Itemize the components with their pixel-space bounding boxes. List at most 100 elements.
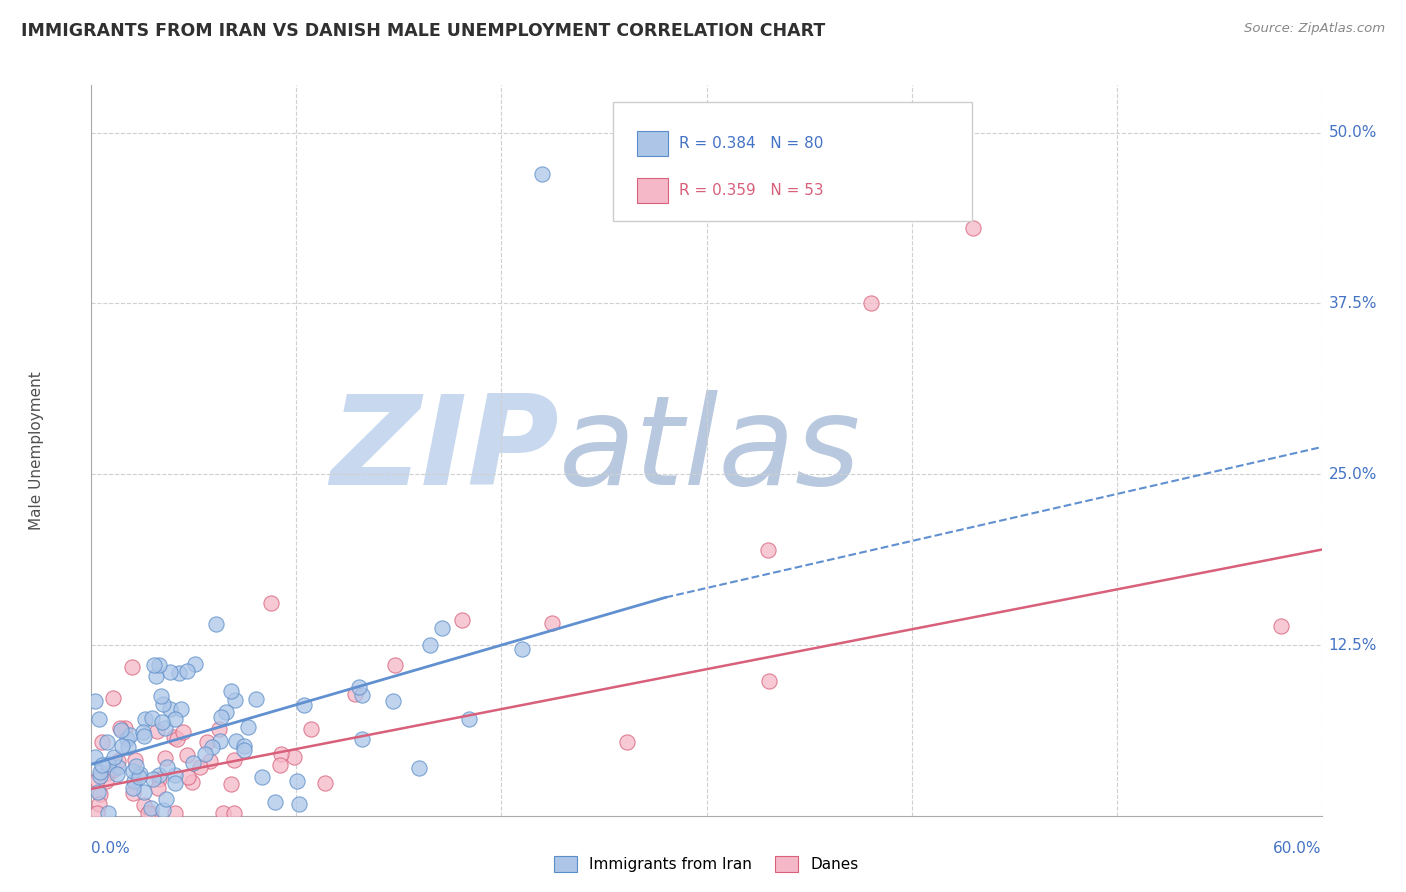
Point — [91, 758, 114, 772]
Point — [222, 806, 245, 821]
Point — [758, 673, 780, 688]
Point — [110, 723, 132, 738]
Point — [195, 735, 218, 749]
Point — [89, 769, 111, 783]
Point — [141, 711, 163, 725]
Point — [96, 735, 118, 749]
Point — [134, 712, 156, 726]
Point — [458, 712, 481, 726]
Point — [418, 639, 440, 653]
Text: atlas: atlas — [558, 390, 860, 511]
Point — [84, 750, 107, 764]
Point — [283, 750, 305, 764]
Text: 60.0%: 60.0% — [1274, 841, 1322, 856]
Point — [352, 731, 374, 746]
Point — [859, 296, 882, 310]
Legend: Immigrants from Iran, Danes: Immigrants from Iran, Danes — [548, 850, 865, 878]
Point — [184, 657, 207, 672]
Point — [176, 747, 198, 762]
Point — [122, 764, 145, 778]
Point — [91, 734, 114, 748]
Point — [260, 596, 283, 610]
Point — [224, 693, 246, 707]
Point — [89, 765, 111, 780]
Point — [190, 759, 212, 773]
Point — [96, 756, 118, 771]
Point — [233, 743, 256, 757]
Point — [101, 690, 124, 705]
Point — [264, 795, 287, 809]
Point — [219, 684, 242, 698]
Point — [756, 542, 779, 557]
Point — [163, 805, 186, 820]
Point — [108, 721, 131, 735]
Point — [236, 720, 259, 734]
Point — [146, 723, 169, 738]
Point — [86, 772, 108, 787]
Point — [245, 691, 267, 706]
Point — [285, 773, 308, 788]
Point — [136, 806, 159, 821]
Text: 50.0%: 50.0% — [1329, 125, 1376, 140]
Point — [153, 721, 176, 735]
Point — [118, 727, 141, 741]
Point — [103, 763, 125, 777]
Point — [87, 797, 110, 812]
Point — [408, 761, 430, 775]
Point — [172, 725, 194, 739]
Text: 37.5%: 37.5% — [1329, 296, 1376, 311]
Point — [170, 702, 193, 716]
Text: 25.0%: 25.0% — [1329, 467, 1376, 482]
Point — [451, 613, 474, 627]
Point — [181, 756, 204, 771]
Point — [314, 776, 336, 790]
Point — [222, 753, 245, 767]
Point — [86, 785, 108, 799]
Point — [288, 797, 311, 812]
Point — [347, 680, 370, 694]
Point — [132, 730, 155, 744]
Point — [128, 770, 150, 784]
Point — [96, 765, 118, 780]
Point — [114, 722, 136, 736]
Point — [148, 768, 170, 782]
Point — [121, 660, 143, 674]
Text: R = 0.359   N = 53: R = 0.359 N = 53 — [679, 183, 824, 198]
Point — [250, 770, 273, 784]
Point — [141, 801, 163, 815]
Point — [105, 767, 128, 781]
Point — [124, 753, 146, 767]
Point — [292, 698, 315, 713]
Point — [148, 781, 170, 796]
Text: 0.0%: 0.0% — [91, 841, 131, 856]
Point — [208, 722, 231, 736]
Text: 12.5%: 12.5% — [1329, 638, 1376, 653]
Point — [159, 702, 181, 716]
Point — [129, 766, 152, 780]
Point — [150, 715, 173, 730]
Point — [209, 710, 232, 724]
Point — [132, 725, 155, 739]
Point — [616, 735, 638, 749]
Point — [159, 665, 181, 680]
Point — [510, 641, 533, 656]
Point — [432, 621, 454, 635]
Point — [166, 732, 188, 747]
Point — [176, 665, 198, 679]
Point — [382, 694, 405, 708]
Point — [107, 754, 129, 768]
Point — [176, 770, 198, 784]
Point — [122, 780, 145, 795]
Point — [163, 731, 186, 745]
Point — [152, 698, 174, 712]
Point — [219, 777, 242, 791]
Point — [149, 689, 172, 703]
Point — [152, 803, 174, 817]
Point — [541, 616, 564, 631]
Point — [115, 732, 138, 747]
Point — [215, 706, 238, 720]
Point — [86, 806, 108, 821]
Text: IMMIGRANTS FROM IRAN VS DANISH MALE UNEMPLOYMENT CORRELATION CHART: IMMIGRANTS FROM IRAN VS DANISH MALE UNEM… — [21, 22, 825, 40]
Point — [167, 666, 190, 681]
Point — [156, 760, 179, 774]
